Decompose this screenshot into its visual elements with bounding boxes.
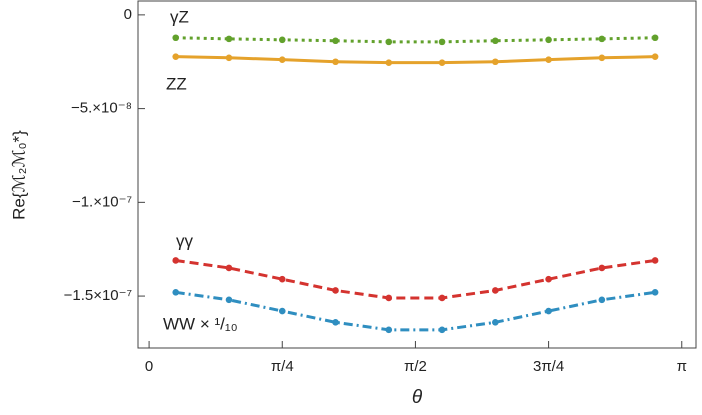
data-point [438, 326, 446, 334]
data-point [651, 34, 659, 42]
data-point [385, 38, 393, 46]
plot-frame [137, 0, 697, 349]
x-axis-label: θ [412, 387, 423, 408]
data-point [651, 53, 659, 60]
data-point [385, 59, 393, 66]
data-point [598, 296, 606, 304]
data-point [278, 56, 286, 63]
data-point [172, 257, 180, 264]
data-point [545, 307, 552, 315]
y-tick-label: −1.×10⁻⁷ [72, 193, 132, 210]
data-point [332, 37, 339, 45]
data-point [492, 58, 499, 66]
data-point [278, 36, 286, 44]
y-axis-label: Re{ℳ₂ℳ₀*} [9, 130, 28, 220]
data-point [545, 36, 552, 44]
x-tick-label: 0 [145, 358, 153, 375]
data-point [598, 54, 606, 62]
y-tick-label: 0 [124, 6, 132, 23]
data-point [651, 289, 659, 296]
data-point [598, 264, 606, 272]
data-point [225, 296, 233, 304]
data-point [492, 37, 499, 45]
data-point [385, 294, 393, 302]
x-tick-label: 3π/4 [533, 358, 564, 375]
series-line [175, 258, 656, 300]
x-tick-label: π/4 [271, 358, 294, 375]
data-point [225, 54, 233, 62]
y-tick-label: −5.×10⁻⁸ [71, 100, 132, 117]
series-label: ZZ [166, 74, 187, 93]
data-point [332, 58, 339, 66]
x-tick-label: π [677, 358, 687, 375]
series-label: WW × ¹/₁₀ [163, 314, 238, 333]
y-tick-label: −1.5×10⁻⁷ [64, 287, 132, 304]
series-line [175, 36, 656, 44]
data-point [438, 38, 446, 46]
data-point [172, 34, 180, 42]
data-point [545, 275, 552, 283]
data-point [545, 56, 552, 63]
data-point [172, 289, 180, 296]
data-point [492, 287, 499, 294]
data-point [385, 326, 393, 334]
data-point [598, 35, 606, 43]
data-point [225, 264, 233, 272]
series-label: γZ [170, 7, 189, 26]
data-point [332, 287, 339, 294]
data-point [332, 319, 339, 326]
data-point [438, 59, 446, 66]
data-point [278, 275, 286, 283]
data-point [651, 257, 659, 264]
series-line [175, 290, 656, 332]
data-point [492, 319, 499, 326]
data-point [172, 53, 180, 60]
series-line [175, 55, 656, 65]
x-tick-label: π/2 [404, 358, 427, 375]
data-point [438, 294, 446, 302]
series-label: γγ [176, 231, 194, 250]
data-point [225, 35, 233, 43]
data-point [278, 307, 286, 315]
